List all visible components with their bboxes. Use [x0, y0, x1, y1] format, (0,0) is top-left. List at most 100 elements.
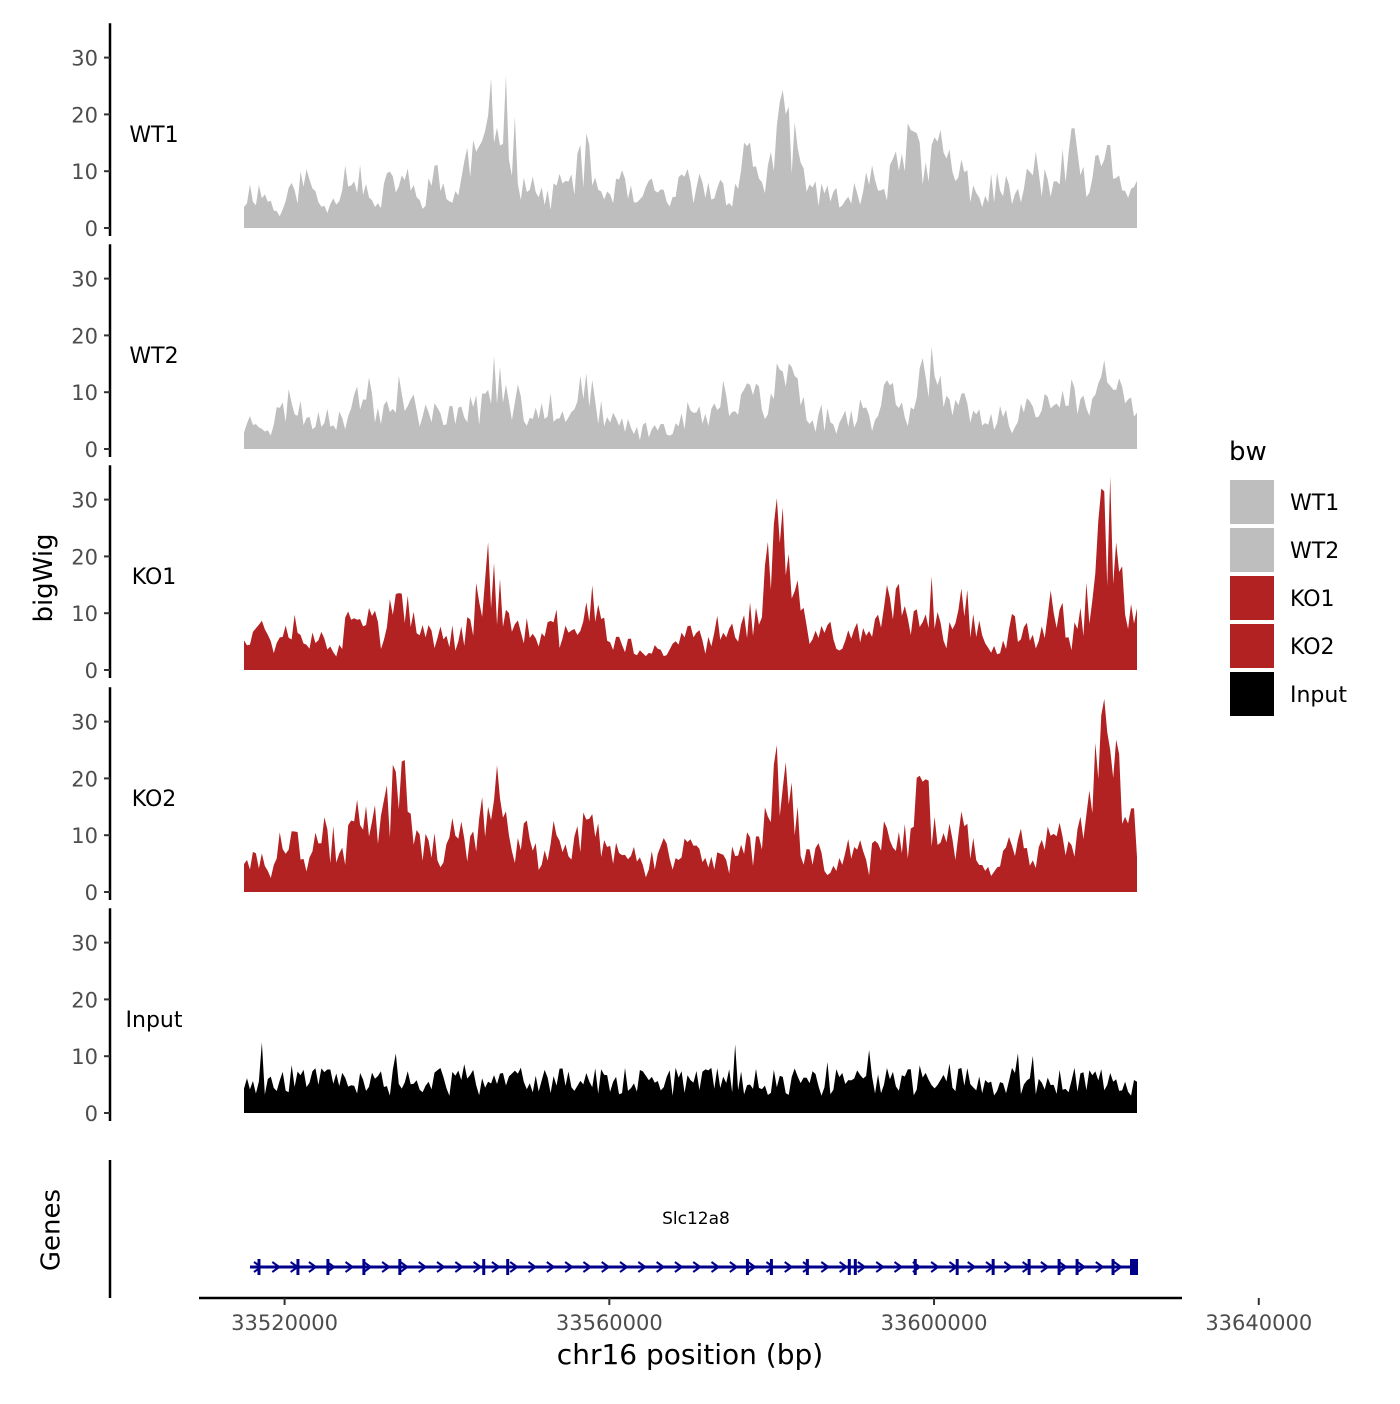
exon [257, 1259, 261, 1275]
strand-arrow [418, 1261, 428, 1273]
strand-arrow [747, 1261, 757, 1273]
strand-arrow [619, 1261, 629, 1273]
strand-arrow [308, 1261, 318, 1273]
track-label: WT2 [129, 344, 178, 369]
exon [769, 1259, 773, 1275]
coverage-area-ko1 [244, 476, 1137, 670]
y-tick-label: 0 [85, 881, 98, 905]
coverage-area-ko2 [244, 698, 1137, 892]
coverage-area-wt2 [244, 346, 1137, 449]
exon [991, 1259, 995, 1275]
exon [1075, 1259, 1079, 1275]
track-wt2: 0 10 20 30 WT2 [71, 244, 1137, 462]
genes-track-label: Genes [37, 1189, 67, 1271]
track-label: KO2 [132, 787, 177, 812]
legend: bw WT1 WT2 KO1 KO2 Input [1229, 437, 1347, 716]
strand-arrow [893, 1261, 904, 1273]
y-tick-label: 20 [71, 103, 98, 127]
strand-arrow [802, 1261, 812, 1273]
exon [482, 1259, 486, 1275]
exon [805, 1259, 809, 1275]
legend-label-ko1: KO1 [1290, 587, 1335, 612]
legend-key-ko1 [1230, 576, 1274, 620]
x-tick-label: 33520000 [231, 1311, 338, 1335]
y-tick-label: 30 [71, 489, 98, 513]
y-tick-label: 10 [71, 1045, 98, 1069]
strand-arrow [1095, 1261, 1105, 1273]
y-tick-label: 0 [85, 438, 98, 462]
exon [362, 1259, 366, 1275]
legend-key-wt1 [1230, 480, 1274, 524]
strand-arrow [839, 1261, 849, 1273]
strand-arrow [436, 1261, 446, 1273]
gene-track: Genes Slc12a8 [37, 1160, 1139, 1298]
strand-arrow [564, 1261, 574, 1273]
y-tick-label: 30 [71, 268, 98, 292]
strand-arrow [399, 1261, 410, 1273]
strand-arrow [253, 1261, 263, 1273]
strand-arrow [857, 1261, 867, 1273]
strand-arrow [656, 1261, 666, 1273]
legend-label-input: Input [1290, 683, 1347, 708]
track-input: 0 10 20 30 Input [71, 908, 1137, 1126]
y-axis-title: bigWig [29, 533, 59, 622]
strand-arrow [820, 1261, 831, 1273]
track-ko2: 0 10 20 30 KO2 [71, 687, 1137, 905]
x-axis-title: chr16 position (bp) [557, 1338, 823, 1371]
y-tick-label: 10 [71, 602, 98, 626]
legend-label-wt2: WT2 [1290, 539, 1339, 564]
x-tick-label: 33560000 [556, 1311, 663, 1335]
exon [1027, 1259, 1031, 1275]
track-label: Input [126, 1008, 183, 1033]
exon [847, 1259, 851, 1275]
y-tick-label: 0 [85, 217, 98, 241]
x-axis: 33520000 33560000 33600000 33640000 [199, 1296, 1312, 1335]
y-tick-label: 0 [85, 659, 98, 683]
y-tick-label: 20 [71, 545, 98, 569]
legend-label-ko2: KO2 [1290, 635, 1335, 660]
strand-arrow [967, 1261, 977, 1273]
y-tick-label: 0 [85, 1102, 98, 1126]
exon [1130, 1259, 1139, 1275]
strand-arrow [674, 1261, 684, 1273]
strand-arrow [875, 1261, 885, 1273]
exon [913, 1259, 917, 1275]
exon [506, 1259, 510, 1275]
strand-arrow [473, 1261, 483, 1273]
x-tick-label: 33640000 [1205, 1311, 1312, 1335]
tracks: 0 10 20 30 WT1 0 10 20 30 WT2 0 10 20 30 KO1 0 10 20 30 KO2… [71, 23, 1137, 1126]
strand-arrow [326, 1261, 336, 1273]
coverage-area-wt1 [244, 75, 1137, 228]
strand-arrow [509, 1261, 519, 1273]
y-tick-label: 30 [71, 47, 98, 71]
strand-arrow [1076, 1261, 1087, 1273]
strand-arrow [381, 1261, 391, 1273]
exon [326, 1259, 330, 1275]
track-label: WT1 [129, 123, 178, 148]
exon [296, 1259, 300, 1275]
exon [853, 1259, 857, 1275]
strand-arrow [729, 1261, 739, 1273]
y-tick-label: 30 [71, 711, 98, 735]
strand-arrow [765, 1261, 776, 1273]
strand-arrow [930, 1261, 940, 1273]
y-tick-label: 20 [71, 324, 98, 348]
strand-arrow [546, 1261, 556, 1273]
y-tick-label: 20 [71, 767, 98, 791]
legend-key-input [1230, 672, 1274, 716]
y-tick-label: 30 [71, 932, 98, 956]
exon [1057, 1259, 1061, 1275]
strand-arrow [527, 1261, 538, 1273]
y-tick-label: 10 [71, 824, 98, 848]
legend-key-ko2 [1230, 624, 1274, 668]
exon [1111, 1259, 1115, 1275]
strand-arrow [710, 1261, 721, 1273]
track-ko1: 0 10 20 30 KO1 [71, 465, 1137, 683]
exon [398, 1259, 402, 1275]
legend-key-wt2 [1230, 528, 1274, 572]
strand-arrow [601, 1261, 611, 1273]
strand-arrow [363, 1261, 373, 1273]
strand-arrow [271, 1261, 282, 1273]
